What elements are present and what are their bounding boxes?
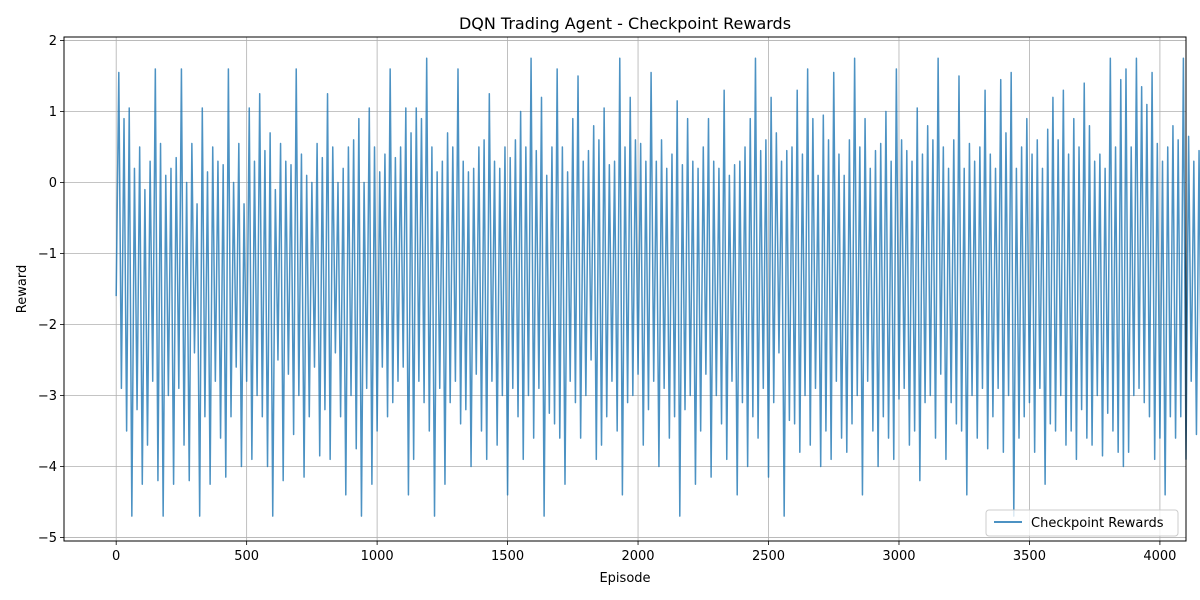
- y-tick-label: 1: [49, 105, 57, 120]
- y-tick-label: −2: [38, 318, 57, 333]
- y-tick-label: 2: [49, 34, 57, 49]
- y-tick-label: −3: [38, 389, 57, 404]
- y-tick-label: 0: [49, 176, 57, 191]
- x-tick-label: 2000: [621, 549, 654, 564]
- legend-box: [985, 509, 1179, 537]
- y-axis-ticks: 2 1 0 −1 −2 −3 −4 −5: [38, 34, 64, 546]
- y-tick-label: −5: [38, 531, 57, 546]
- x-axis-label: Episode: [599, 571, 650, 586]
- x-tick-label: 500: [234, 549, 259, 564]
- x-axis-ticks: 0 500 1000 1500 2000 2500 3000 3500 4000: [112, 541, 1176, 564]
- series-line-checkpoint-rewards: [115, 57, 1200, 517]
- x-tick-label: 0: [112, 549, 120, 564]
- y-tick-label: −4: [38, 460, 57, 475]
- chart-title: DQN Trading Agent - Checkpoint Rewards: [459, 14, 791, 33]
- x-tick-label: 1500: [491, 549, 524, 564]
- legend: Checkpoint Rewards: [985, 509, 1179, 537]
- series-layer: [115, 57, 1200, 517]
- x-tick-label: 3000: [882, 549, 915, 564]
- y-tick-label: −1: [38, 247, 57, 262]
- legend-label: Checkpoint Rewards: [1031, 516, 1164, 531]
- x-tick-label: 4000: [1143, 549, 1176, 564]
- x-tick-label: 3500: [1013, 549, 1046, 564]
- y-axis-label: Reward: [15, 265, 30, 313]
- x-tick-label: 1000: [361, 549, 394, 564]
- plot-frame: [63, 36, 1187, 542]
- x-tick-label: 2500: [752, 549, 785, 564]
